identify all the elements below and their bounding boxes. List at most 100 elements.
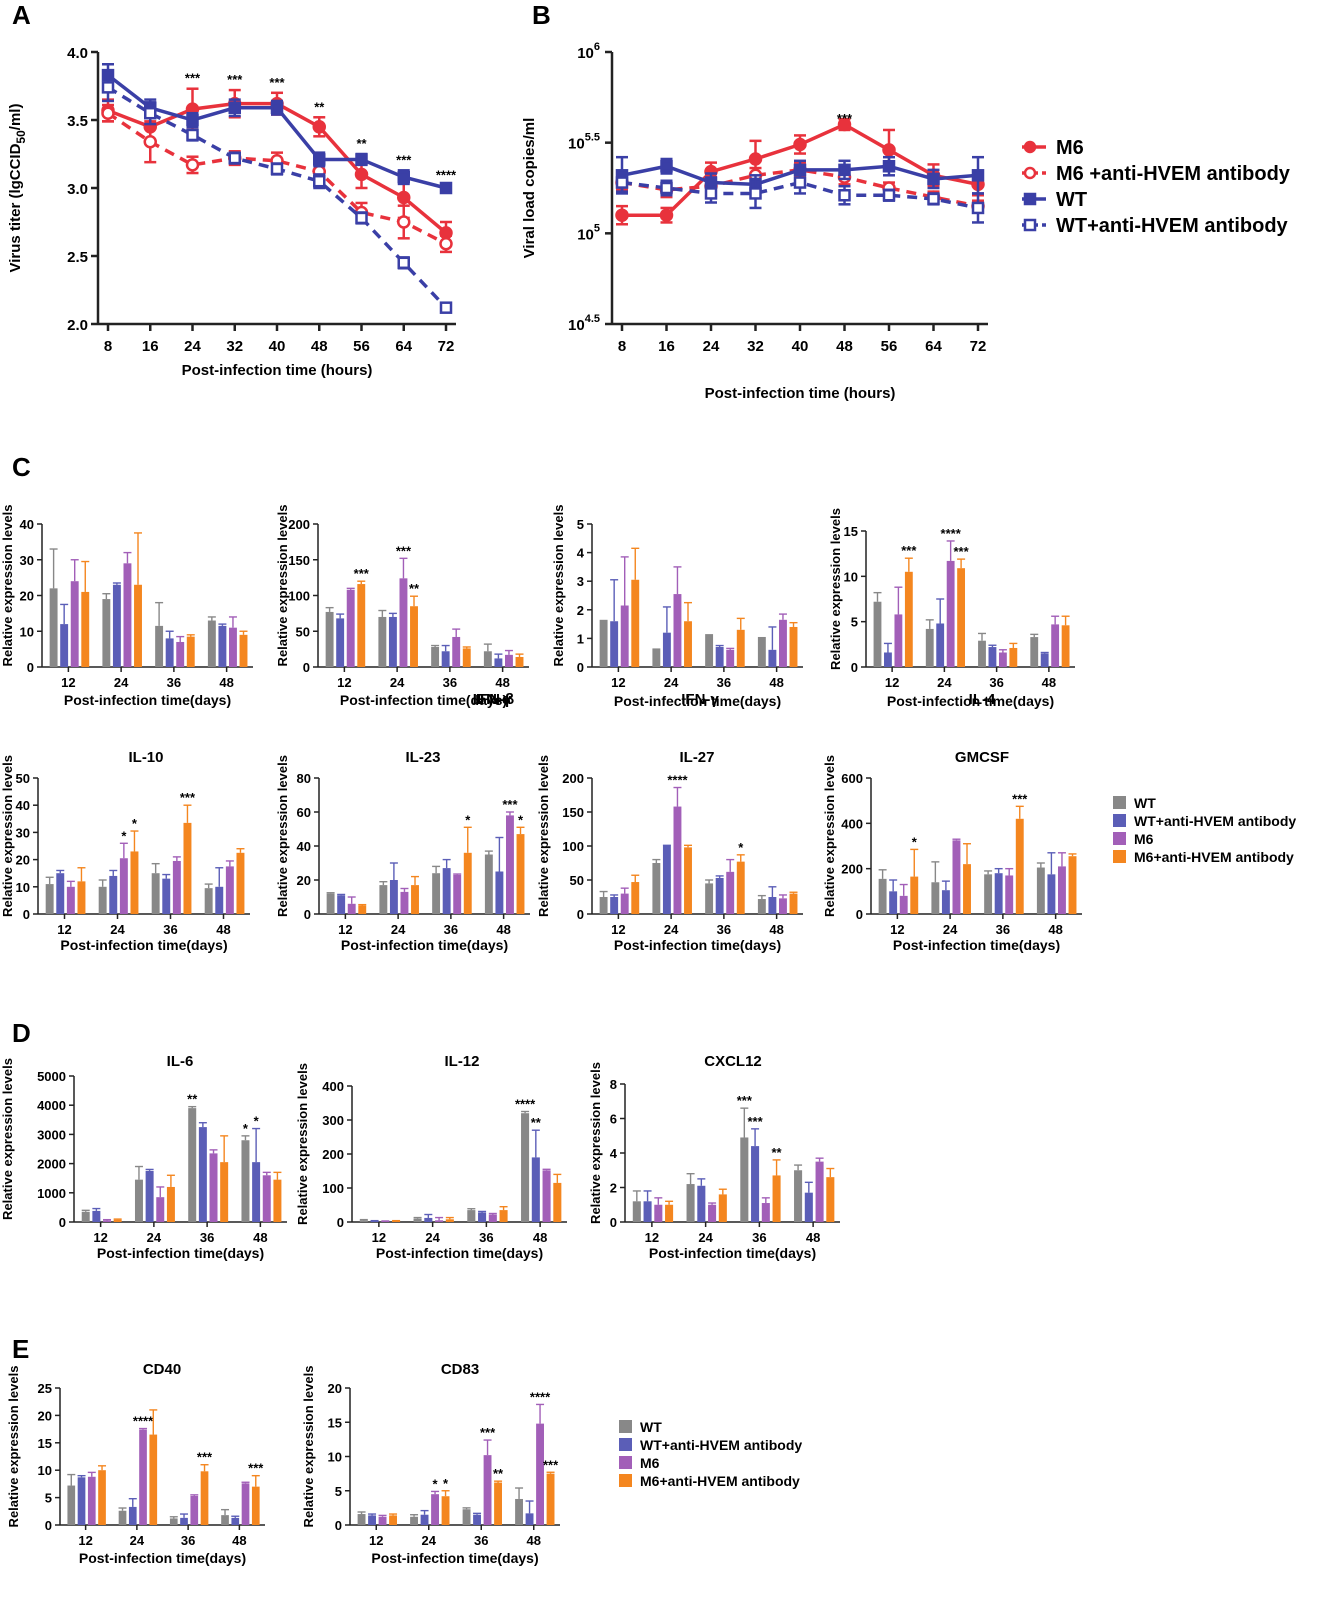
- significance-cxcl12: **: [772, 1145, 783, 1160]
- y-axis-title-a: Virus titer (lgCCID50/ml): [7, 104, 28, 273]
- significance-a: ***: [185, 71, 201, 86]
- x-axis-title-gmcsf: Post-infection time(days): [893, 937, 1060, 953]
- y-tick-label-a: 4.0: [67, 45, 88, 62]
- bar-ifn-b-m6: [452, 636, 461, 667]
- bar-cxcl12-m6-anti-hvem-antibody: [772, 1175, 781, 1222]
- y-tick-label-il-23: 80: [297, 771, 311, 786]
- chart-title-il-4: IL-4: [969, 691, 996, 708]
- bar-il-27-wt: [599, 897, 608, 914]
- bar-cxcl12-m6: [708, 1204, 717, 1222]
- x-axis-title-ifn-b: Post-infection time(days): [340, 692, 507, 708]
- y-tick-label-b: 105.5: [568, 132, 600, 153]
- x-tick-label-il-27: 24: [664, 922, 679, 937]
- bar-il-27-m6-anti-hvem-antibody: [684, 847, 692, 914]
- significance-il-12: **: [531, 1115, 542, 1130]
- legend-label-e-wt-anti-hvem-antibody: WT+anti-HVEM antibody: [640, 1437, 802, 1453]
- bar-gmcsf-m6-anti-hvem-antibody: [910, 876, 919, 914]
- x-axis-title-il-23: Post-infection time(days): [341, 937, 508, 953]
- y-tick-label-il-27: 200: [562, 771, 584, 786]
- legend-label-wt: WT: [1056, 189, 1087, 211]
- y-tick-label-il-27: 0: [577, 907, 584, 922]
- bar-ifn-g-wt-anti-hvem-antibody: [768, 649, 777, 667]
- x-axis-title-cd83: Post-infection time(days): [371, 1550, 538, 1566]
- chart-title-il-6: IL-6: [167, 1053, 194, 1070]
- y-tick-label-gmcsf: 200: [841, 862, 863, 877]
- y-tick-label-cd40: 20: [38, 1408, 52, 1423]
- x-tick-label-cd40: 24: [130, 1533, 145, 1548]
- bar-il-12-wt: [467, 1210, 476, 1222]
- x-tick-label-ifn-b: 12: [337, 675, 351, 690]
- bar-cd83-wt-anti-hvem-antibody: [473, 1514, 481, 1525]
- data-point-b-wt: [660, 159, 673, 173]
- significance-il-10: ***: [180, 790, 196, 805]
- data-point-b-m6: [882, 143, 896, 157]
- bar-il-12-wt: [359, 1220, 368, 1222]
- bar-il-12-m6: [542, 1170, 551, 1222]
- bar-il-27-wt-anti-hvem-antibody: [662, 846, 671, 914]
- y-tick-label-cxcl12: 4: [610, 1146, 618, 1161]
- legend-swatch-e: [619, 1456, 632, 1469]
- y-tick-base: 10: [577, 226, 594, 243]
- data-point-b-wt-anti-hvem-antibody: [793, 176, 807, 189]
- legend-swatch-c: [1113, 832, 1126, 845]
- y-tick-label-cxcl12: 6: [610, 1112, 617, 1127]
- y-axis-title-part: Virus titer (lgCCID: [7, 143, 24, 272]
- bar-il-10-wt-anti-hvem-antibody: [56, 873, 65, 914]
- bar-il-12-wt-anti-hvem-antibody: [424, 1217, 433, 1222]
- data-point-a-m6-anti-hvem-antibody: [185, 158, 200, 172]
- significance-il-10: *: [132, 816, 138, 831]
- data-point-b-m6: [748, 152, 763, 166]
- significance-il-4: ***: [954, 544, 970, 559]
- significance-il-12: ****: [515, 1097, 536, 1112]
- bar-gmcsf-wt-anti-hvem-antibody: [889, 891, 898, 914]
- y-tick-label-cxcl12: 0: [610, 1215, 617, 1230]
- bar-ifn-b-wt: [431, 646, 440, 667]
- y-tick-label-il-23: 0: [304, 907, 311, 922]
- x-axis-title-b: Post-infection time (hours): [705, 385, 896, 402]
- bar-il-10-m6-anti-hvem-antibody: [77, 881, 86, 914]
- bar-ifn-b-wt-anti-hvem-antibody: [494, 658, 503, 667]
- bar-il-10-wt-anti-hvem-antibody: [162, 878, 171, 914]
- data-point-a-m6-anti-hvem-antibody: [397, 215, 411, 229]
- bar-il-4-wt-anti-hvem-antibody: [936, 623, 945, 667]
- bar-il-10-m6: [225, 866, 234, 914]
- bar-ifn-g-m6-anti-hvem-antibody: [631, 579, 640, 667]
- legend-label-e-m6-anti-hvem-antibody: M6+anti-HVEM antibody: [640, 1473, 800, 1489]
- bar-il-12-m6-anti-hvem-antibody: [392, 1220, 401, 1222]
- legend-swatch-e: [619, 1474, 632, 1487]
- bar-il-12-m6-anti-hvem-antibody: [445, 1219, 454, 1222]
- x-tick-label-a: 8: [104, 338, 112, 355]
- bar-il-27-m6-anti-hvem-antibody: [789, 893, 798, 914]
- x-tick-label-il-10: 12: [57, 922, 71, 937]
- data-point-a-wt: [313, 153, 326, 166]
- bar-ifn-b-wt-anti-hvem-antibody: [336, 618, 345, 667]
- y-tick-label-ifn-a: 40: [20, 517, 34, 532]
- x-tick-label-ifn-g: 12: [611, 675, 625, 690]
- y-axis-title-il-6: Relative expression levels: [0, 1058, 15, 1220]
- significance-gmcsf: ***: [1012, 791, 1028, 806]
- data-point-b-wt: [838, 163, 851, 177]
- x-tick-label-gmcsf: 48: [1048, 922, 1062, 937]
- x-tick-label-cd40: 12: [78, 1533, 92, 1548]
- x-tick-label-il-12: 36: [479, 1230, 493, 1245]
- y-tick-label-il-6: 4000: [37, 1098, 66, 1113]
- legend-swatch-c: [1113, 850, 1126, 863]
- y-tick-label-cd40: 25: [38, 1381, 52, 1396]
- y-tick-label-il-10: 50: [16, 771, 30, 786]
- legend-swatch-c: [1113, 796, 1126, 809]
- panel-label-e: E: [12, 1334, 29, 1364]
- bar-ifn-b-m6: [399, 578, 408, 667]
- bar-cd40-wt-anti-hvem-antibody: [77, 1477, 86, 1525]
- x-axis-title-ifn-a: Post-infection time(days): [64, 692, 231, 708]
- bar-cd83-m6: [536, 1423, 544, 1525]
- legend-label-m6-anti-hvem-antibody: M6 +anti-HVEM antibody: [1056, 163, 1291, 185]
- bar-il-23-wt-anti-hvem-antibody: [389, 880, 398, 914]
- y-tick-label-il-4: 0: [851, 660, 858, 675]
- y-tick-label-cd83: 10: [328, 1450, 342, 1465]
- significance-ifn-b: **: [409, 581, 420, 596]
- bar-il-23-m6-anti-hvem-antibody: [358, 905, 367, 914]
- bar-cd83-m6-anti-hvem-antibody: [494, 1482, 502, 1525]
- y-axis-title-ifn-b: Relative expression levels: [275, 505, 290, 667]
- chart-title-gmcsf: GMCSF: [955, 749, 1009, 766]
- bar-il-4-m6: [998, 652, 1007, 667]
